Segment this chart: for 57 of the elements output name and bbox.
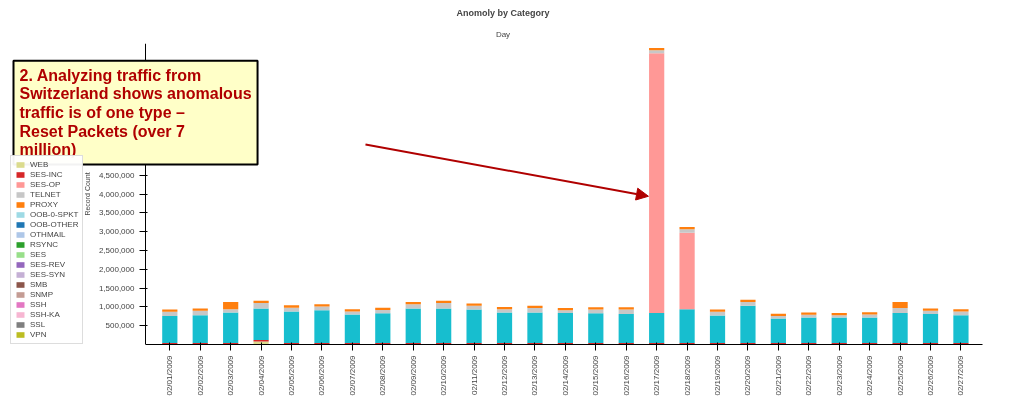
legend-label: OOB-OTHER	[30, 220, 79, 229]
x-tick-label: 02/22/2009	[804, 354, 814, 396]
legend-label: SSH	[30, 300, 48, 309]
legend-label: SSH-KA	[30, 310, 60, 319]
x-tick-label: 02/16/2009	[621, 354, 631, 396]
legend-label: SSL	[30, 320, 47, 329]
x-tick-label: 02/03/2009	[226, 354, 236, 396]
legend-label: VPN	[30, 330, 48, 339]
x-tick-label: 02/12/2009	[500, 354, 510, 396]
x-tick-label: 02/26/2009	[926, 354, 936, 396]
x-tick-label: 02/24/2009	[865, 354, 875, 396]
y-tick-label: 4,500,000	[98, 170, 136, 180]
x-tick-label: 02/06/2009	[317, 354, 327, 396]
x-tick-label: 02/10/2009	[439, 354, 449, 396]
x-tick-label: 02/13/2009	[530, 354, 540, 396]
y-tick-label: 1,000,000	[98, 302, 136, 312]
legend-label: SNMP	[30, 290, 54, 299]
legend-label: SES-OP	[30, 180, 61, 189]
legend-label: WEB	[30, 160, 50, 169]
x-tick-label: 02/18/2009	[682, 354, 692, 396]
y-tick-label: 1,500,000	[98, 283, 136, 293]
x-tick-label: 02/15/2009	[591, 354, 601, 396]
x-tick-label: 02/05/2009	[287, 354, 297, 396]
y-tick-label: 500,000	[105, 321, 136, 331]
x-tick-label: 02/17/2009	[652, 354, 662, 396]
x-tick-label: 02/02/2009	[195, 354, 205, 396]
legend-label: SES	[30, 250, 47, 259]
x-tick-label: 02/21/2009	[773, 354, 783, 396]
legend-label: TELNET	[30, 190, 61, 199]
annotation: 2. Analyzing traffic from Switzerland shows anomalous traffic is of one type – Reset Packets (over 7 million)	[19, 66, 252, 159]
x-tick-label: 02/01/2009	[165, 354, 175, 396]
legend-label: PROXY	[30, 200, 59, 209]
y-tick-label: 3,500,000	[98, 208, 136, 218]
legend-label: OOB-0-SPKT	[30, 210, 79, 219]
x-tick-label: 02/27/2009	[956, 354, 966, 396]
y-tick-label: 3,000,000	[98, 227, 136, 237]
x-tick-label: 02/11/2009	[469, 354, 479, 395]
x-tick-label: 02/19/2009	[713, 354, 723, 396]
y-tick-label: 2,500,000	[98, 245, 136, 255]
legend-label: SMB	[30, 280, 49, 289]
legend-label: OTHMAIL	[30, 230, 66, 239]
chart-subtitle: Day	[495, 29, 511, 39]
legend-label: RSYNC	[30, 240, 59, 249]
chart-title: Anomoly by Category	[456, 7, 550, 18]
x-tick-label: 02/20/2009	[743, 354, 753, 396]
legend-label: SES-INC	[30, 170, 63, 179]
x-tick-label: 02/09/2009	[408, 354, 418, 396]
y-tick-label: 4,000,000	[98, 189, 136, 199]
x-tick-label: 02/04/2009	[256, 354, 266, 396]
x-tick-label: 02/08/2009	[378, 354, 388, 396]
x-tick-label: 02/07/2009	[347, 354, 357, 396]
legend-label: SES-SYN	[30, 270, 66, 279]
y-tick-label: 2,000,000	[98, 264, 136, 274]
x-tick-label: 02/23/2009	[834, 354, 844, 396]
legend-label: SES-REV	[30, 260, 66, 269]
x-tick-label: 02/25/2009	[895, 354, 905, 396]
x-tick-label: 02/14/2009	[560, 354, 570, 396]
